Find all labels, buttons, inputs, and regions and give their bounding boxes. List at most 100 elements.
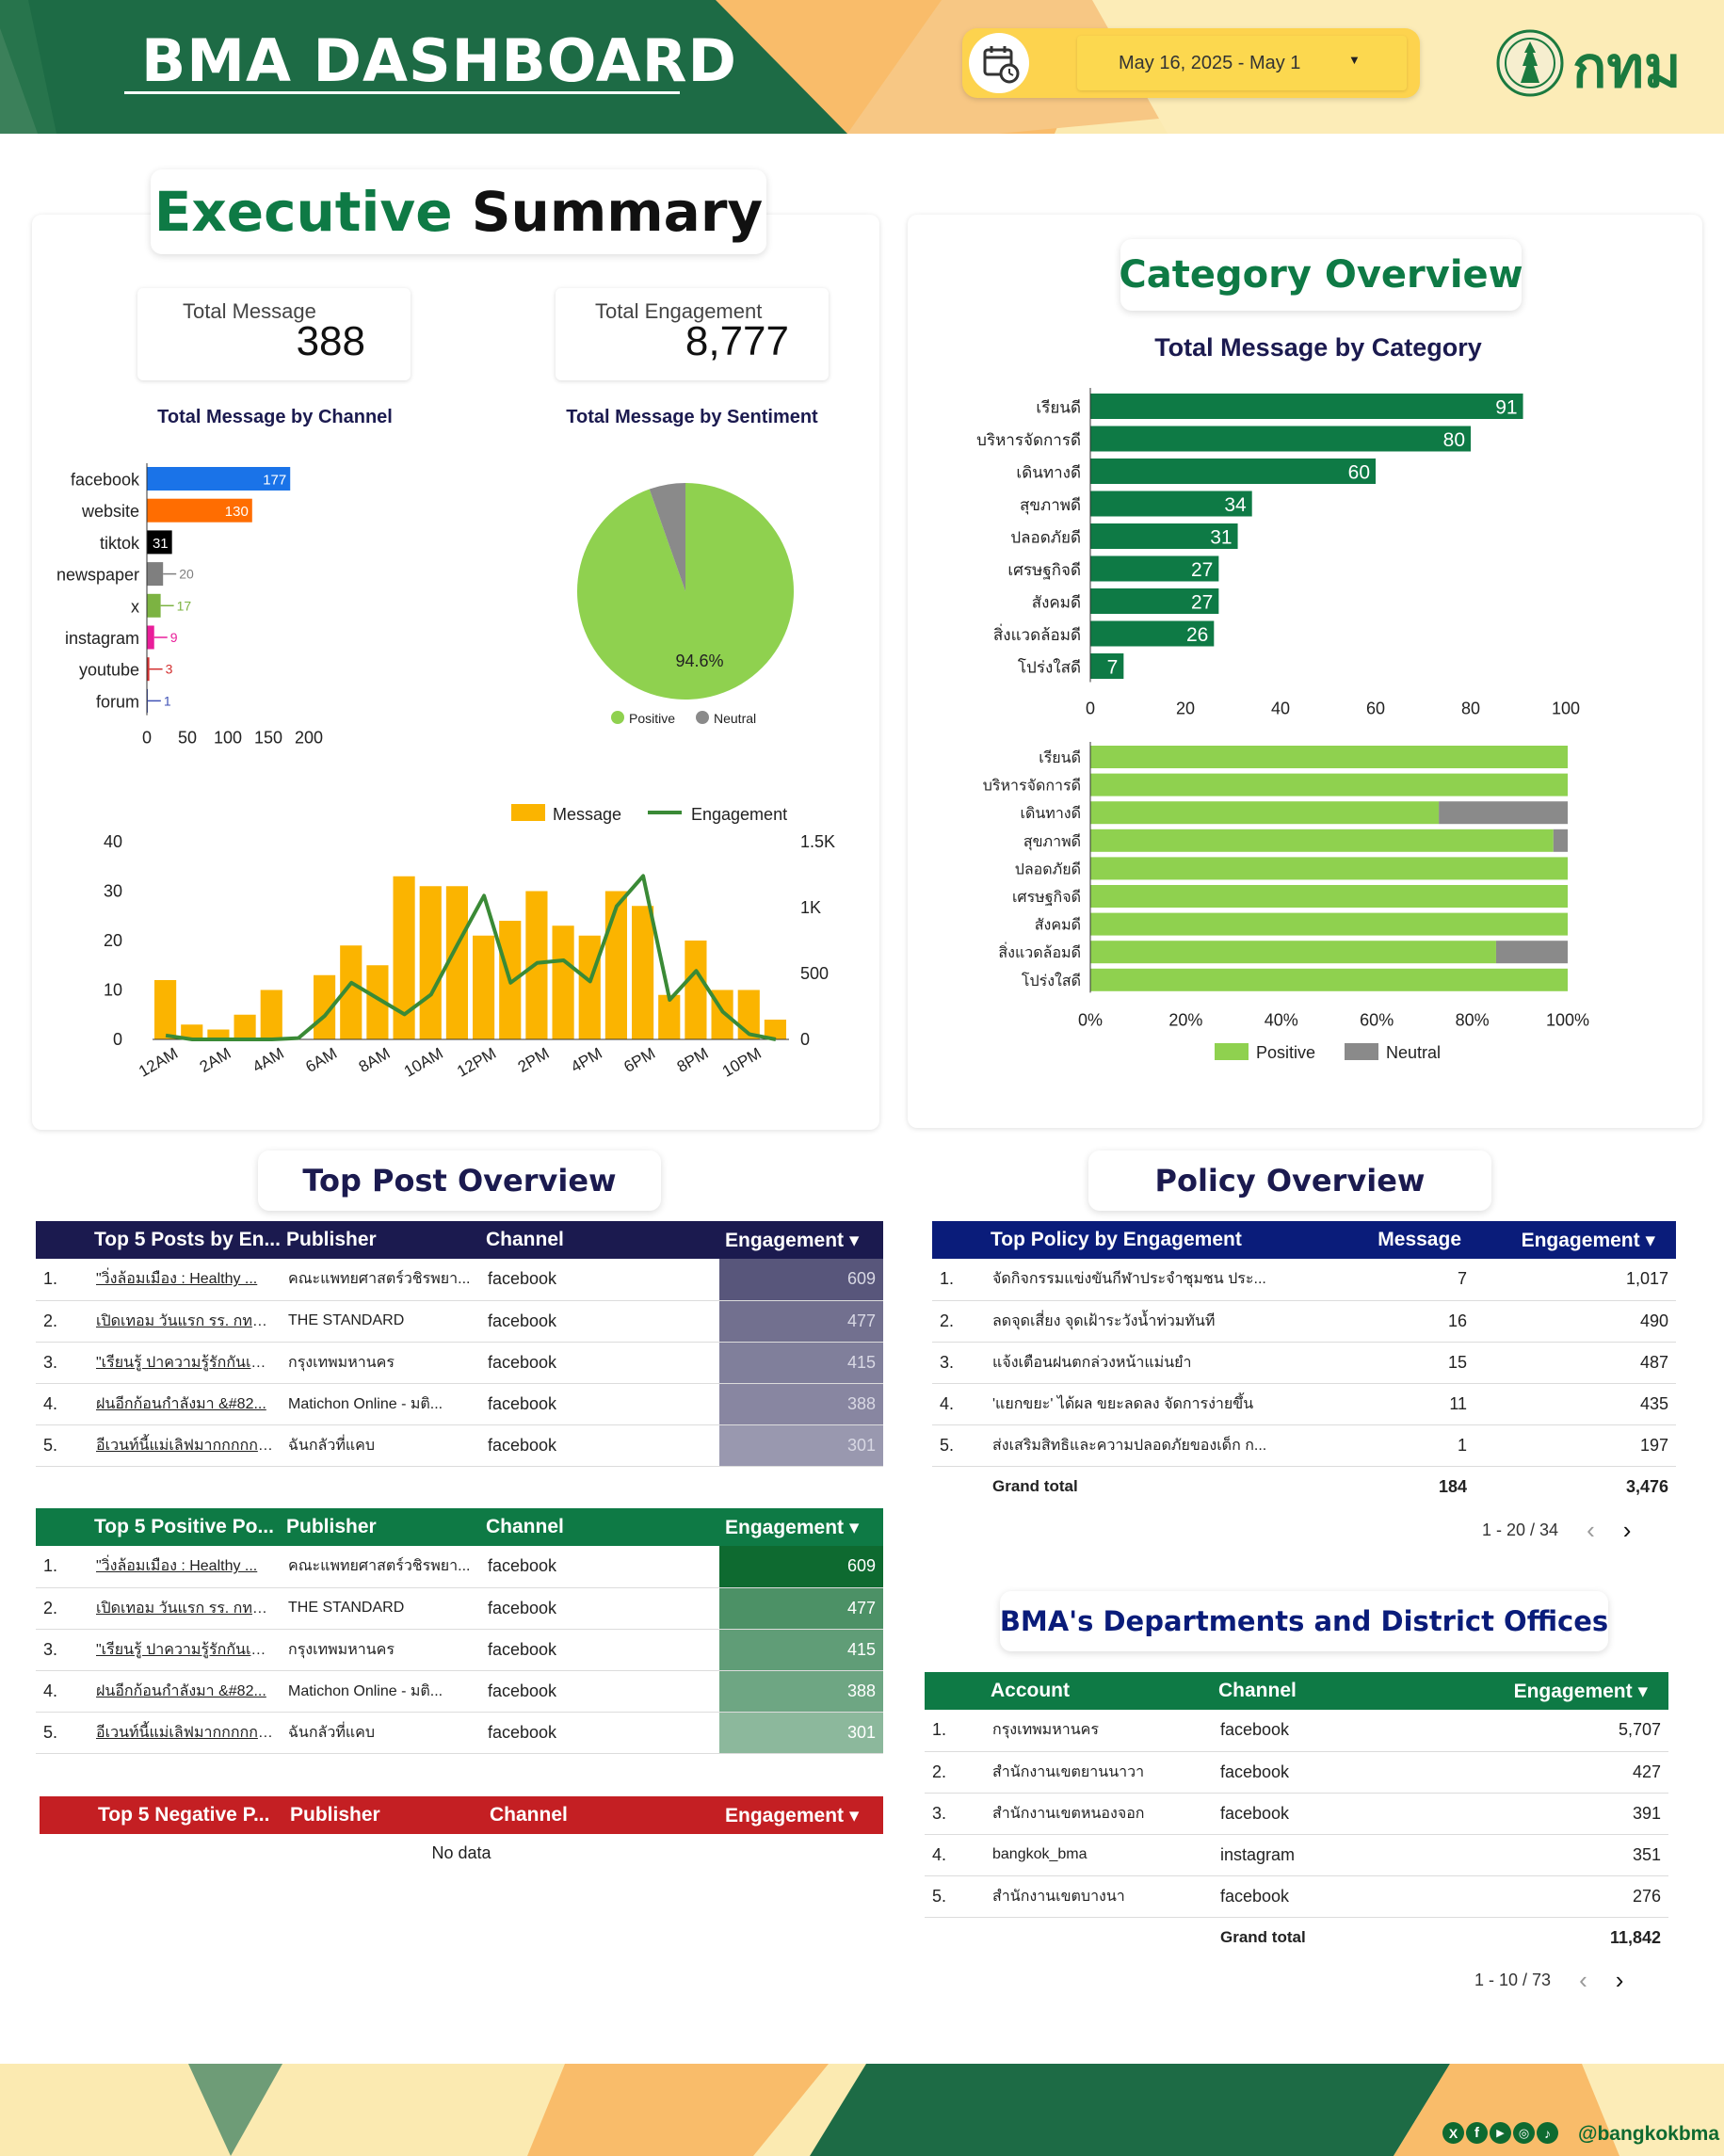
channel-label: newspaper: [56, 566, 139, 585]
table-row[interactable]: 1. "วิ่งล้อมเมือง : Healthy ... คณะแพทยศาส…: [36, 1546, 883, 1588]
date-range-control[interactable]: May 16, 2025 - May 1 ▼: [962, 28, 1420, 98]
publisher: กรุงเทพมหานคร: [281, 1342, 480, 1384]
table-row[interactable]: 2. สำนักงานเขตยานนาวา facebook 427: [925, 1751, 1668, 1794]
col-header-engagement-sort[interactable]: Engagement ▾: [725, 1229, 860, 1251]
col-header-channel[interactable]: Channel: [1218, 1680, 1297, 1701]
policy-overview-title: Policy Overview: [1088, 1150, 1491, 1211]
message-count: 15: [1324, 1342, 1474, 1384]
table-row[interactable]: 2. เปิดเทอม วันแรก รร. กทม. ... THE STANDA…: [36, 1300, 883, 1343]
col-header-post[interactable]: Top 5 Positive Po...: [94, 1516, 274, 1537]
youtube-icon[interactable]: ▶: [1490, 2122, 1511, 2144]
category-label: สังคมดี: [1035, 917, 1081, 934]
post-title-link[interactable]: เปิดเทอม วันแรก รร. กทม. ...: [89, 1300, 281, 1343]
table-row[interactable]: 4. bangkok_bma instagram 351: [925, 1834, 1668, 1876]
stacked-x-tick: 40%: [1265, 1010, 1298, 1029]
table-row[interactable]: 5. อีเวนท์นี้แม่เลิฟมากกกกก !... ฉันกลัวที…: [36, 1424, 883, 1467]
col-header-policy[interactable]: Top Policy by Engagement: [991, 1229, 1242, 1250]
col-header-engagement-sort[interactable]: Engagement ▾: [1513, 1680, 1648, 1702]
post-title-link[interactable]: "วิ่งล้อมเมือง : Healthy ...: [89, 1259, 281, 1301]
facebook-icon[interactable]: f: [1466, 2122, 1488, 2144]
x-tick-label: 8PM: [674, 1044, 712, 1076]
message-bar: [234, 1014, 256, 1039]
right-y-tick: 1K: [800, 898, 821, 917]
engagement-value: 301: [719, 1424, 883, 1467]
positive-segment: [1090, 829, 1554, 852]
policy-name: ลดจุดเสี่ยง จุดเฝ้าระวังน้ำท่วมทันที: [985, 1300, 1324, 1343]
message-count: 1: [1324, 1424, 1474, 1467]
table-row[interactable]: 1. "วิ่งล้อมเมือง : Healthy ... คณะแพทยศาส…: [36, 1259, 883, 1301]
top-post-overview-title: Top Post Overview: [258, 1150, 661, 1211]
category-label: เดินทางดี: [1020, 805, 1081, 822]
engagement-value: 609: [719, 1259, 883, 1301]
post-title-link[interactable]: "เรียนรู้ ปาความรู้รักกันเยอ...: [89, 1629, 281, 1671]
neutral-segment: [1553, 829, 1568, 852]
col-header-post[interactable]: Top 5 Posts by En...: [94, 1229, 281, 1250]
channel: facebook: [480, 1342, 719, 1384]
post-title-link[interactable]: ฝนอีกก้อนกำลังมา &#82...: [89, 1383, 281, 1425]
post-title-link[interactable]: เปิดเทอม วันแรก รร. กทม. ...: [89, 1587, 281, 1630]
channel-label: website: [81, 502, 139, 521]
table-row[interactable]: 4. ฝนอีกก้อนกำลังมา &#82... Matichon Onlin…: [36, 1383, 883, 1425]
top-posts-body: 1. "วิ่งล้อมเมือง : Healthy ... คณะแพทยศาส…: [36, 1259, 883, 1467]
col-header-engagement-sort[interactable]: Engagement ▾: [725, 1804, 860, 1826]
prev-page-icon[interactable]: ‹: [1579, 1966, 1587, 1994]
channel-bar: [147, 467, 291, 491]
table-row[interactable]: 5. อีเวนท์นี้แม่เลิฟมากกกกก !... ฉันกลัวที…: [36, 1712, 883, 1754]
col-header-publisher[interactable]: Publisher: [286, 1229, 377, 1250]
col-header-publisher[interactable]: Publisher: [286, 1516, 377, 1537]
date-range-dropdown[interactable]: May 16, 2025 - May 1 ▼: [1077, 36, 1407, 90]
table-row[interactable]: 2. เปิดเทอม วันแรก รร. กทม. ... THE STANDA…: [36, 1587, 883, 1630]
left-y-tick: 40: [104, 832, 122, 851]
publisher: คณะแพทยศาสตร์วชิรพยา...: [281, 1546, 480, 1588]
tiktok-icon[interactable]: ♪: [1537, 2122, 1558, 2144]
col-header-publisher[interactable]: Publisher: [290, 1804, 380, 1826]
table-row[interactable]: 1. จัดกิจกรรมแข่งขันกีฬาประจำชุมชน ประ...…: [932, 1259, 1676, 1301]
sentiment-chart-title: Total Message by Sentiment: [566, 407, 818, 427]
col-header-engagement-sort[interactable]: Engagement ▾: [1521, 1229, 1655, 1251]
left-y-tick: 20: [104, 931, 122, 950]
table-row[interactable]: 3. "เรียนรู้ ปาความรู้รักกันเยอ... กรุงเทพ…: [36, 1629, 883, 1671]
table-row[interactable]: 3. แจ้งเตือนฝนตกล่วงหน้าแม่นยำ 15 487: [932, 1342, 1676, 1384]
col-header-message[interactable]: Message: [1378, 1229, 1461, 1250]
instagram-icon[interactable]: ◎: [1513, 2122, 1535, 2144]
category-label: บริหารจัดการดี: [983, 778, 1081, 795]
table-row[interactable]: 4. ฝนอีกก้อนกำลังมา &#82... Matichon Onlin…: [36, 1670, 883, 1713]
col-header-engagement-sort[interactable]: Engagement ▾: [725, 1516, 860, 1538]
next-page-icon[interactable]: ›: [1615, 1966, 1624, 1994]
next-page-icon[interactable]: ›: [1622, 1516, 1632, 1544]
table-row[interactable]: 5. สำนักงานเขตบางนา facebook 276: [925, 1875, 1668, 1918]
table-row[interactable]: 5. ส่งเสริมสิทธิและความปลอดภัยของเด็ก ก..…: [932, 1424, 1676, 1467]
post-title-link[interactable]: อีเวนท์นี้แม่เลิฟมากกกกก !...: [89, 1712, 281, 1754]
table-row[interactable]: 1. กรุงเทพมหานคร facebook 5,707: [925, 1710, 1668, 1752]
empty-row: No data: [40, 1834, 883, 1872]
category-label: สังคมดี: [1032, 594, 1081, 612]
post-title-link[interactable]: "เรียนรู้ ปาความรู้รักกันเยอ...: [89, 1342, 281, 1384]
prev-page-icon[interactable]: ‹: [1587, 1516, 1595, 1544]
col-header-account[interactable]: Account: [991, 1680, 1070, 1701]
table-row[interactable]: 4. 'แยกขยะ' ได้ผล ขยะลดลง จัดการง่ายขึ้น 1…: [932, 1383, 1676, 1425]
publisher: ฉันกลัวที่แคบ: [281, 1712, 480, 1754]
legend-marker: [696, 711, 709, 724]
col-header-channel[interactable]: Channel: [490, 1804, 568, 1826]
post-title-link[interactable]: อีเวนท์นี้แม่เลิฟมากกกกก !...: [89, 1424, 281, 1467]
col-header-channel[interactable]: Channel: [486, 1516, 564, 1537]
x-icon[interactable]: X: [1442, 2122, 1464, 2144]
engagement-value: 5,707: [1458, 1710, 1668, 1752]
x-tick-label: 2PM: [515, 1044, 553, 1076]
col-header-channel[interactable]: Channel: [486, 1229, 564, 1250]
engagement-value: 301: [719, 1712, 883, 1754]
table-row[interactable]: 2. ลดจุดเสี่ยง จุดเฝ้าระวังน้ำท่วมทันที 16…: [932, 1300, 1676, 1343]
col-header-post[interactable]: Top 5 Negative P...: [98, 1804, 270, 1826]
channel: facebook: [480, 1712, 719, 1754]
row-number: 5.: [932, 1424, 985, 1467]
post-title-link[interactable]: "วิ่งล้อมเมือง : Healthy ...: [89, 1546, 281, 1588]
policy-pagination: 1 - 20 / 34 ‹ ›: [1482, 1516, 1631, 1545]
category-chart-title: Total Message by Category: [1154, 333, 1482, 362]
table-row[interactable]: 3. "เรียนรู้ ปาความรู้รักกันเยอ... กรุงเทพ…: [36, 1342, 883, 1384]
table-row[interactable]: 3. สำนักงานเขตหนองจอก facebook 391: [925, 1793, 1668, 1835]
social-icons: X f ▶ ◎ ♪: [1442, 2122, 1558, 2144]
category-x-tick: 40: [1271, 700, 1290, 718]
post-title-link[interactable]: ฝนอีกก้อนกำลังมา &#82...: [89, 1670, 281, 1713]
channel-value-label: 9: [170, 630, 178, 645]
